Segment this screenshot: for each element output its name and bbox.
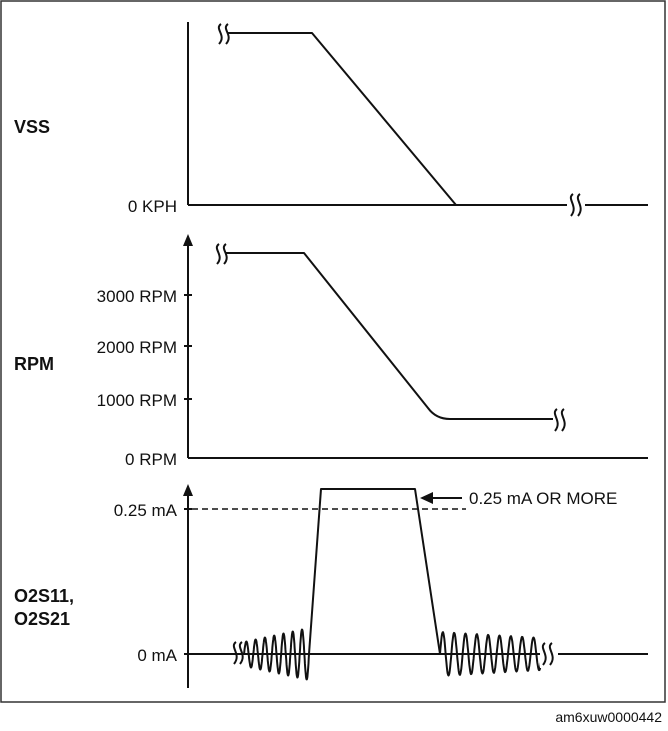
o2s-oscillation-right (439, 631, 543, 677)
o2s-threshold-note: 0.25 mA OR MORE (469, 489, 617, 508)
rpm-tick-label-1000: 1000 RPM (97, 391, 177, 410)
rpm-panel: RPM 3000 RPM 2000 RPM 1000 RPM 0 RPM (14, 234, 648, 469)
rpm-trace (226, 252, 553, 420)
o2s-break-start-icon (232, 641, 244, 665)
rpm-title: RPM (14, 354, 54, 374)
rpm-tick-label-0: 0 RPM (125, 450, 177, 469)
rpm-tick-label-2000: 2000 RPM (97, 338, 177, 357)
o2s-title-line2: O2S21 (14, 609, 70, 629)
rpm-break-start-icon (215, 243, 228, 265)
rpm-tick-label-3000: 3000 RPM (97, 287, 177, 306)
vss-zero-label: 0 KPH (128, 197, 177, 216)
o2s-oscillation-left (243, 628, 310, 681)
o2s-tick-label-0: 0 mA (137, 646, 177, 665)
o2s-title-line1: O2S11, (14, 586, 74, 606)
vss-break-end-icon (567, 193, 585, 217)
rpm-axis-arrow-icon (183, 234, 193, 246)
o2s-pulse-trace (308, 488, 441, 655)
vss-trace (228, 32, 457, 206)
vss-title: VSS (14, 117, 50, 137)
vss-panel: VSS 0 KPH (14, 22, 648, 217)
vss-break-start-icon (217, 23, 230, 45)
o2s-break-end-icon (540, 640, 558, 668)
figure-id: am6xuw0000442 (555, 709, 662, 725)
figure-border (0, 0, 666, 703)
o2s-tick-label-025: 0.25 mA (114, 501, 178, 520)
rpm-break-end-icon (553, 408, 566, 432)
o2s-panel: O2S11, O2S21 0.25 mA 0 mA 0.25 mA OR MOR… (14, 484, 648, 688)
o2s-axis-arrow-icon (183, 484, 193, 496)
o2s-threshold-arrow-icon (420, 492, 462, 504)
